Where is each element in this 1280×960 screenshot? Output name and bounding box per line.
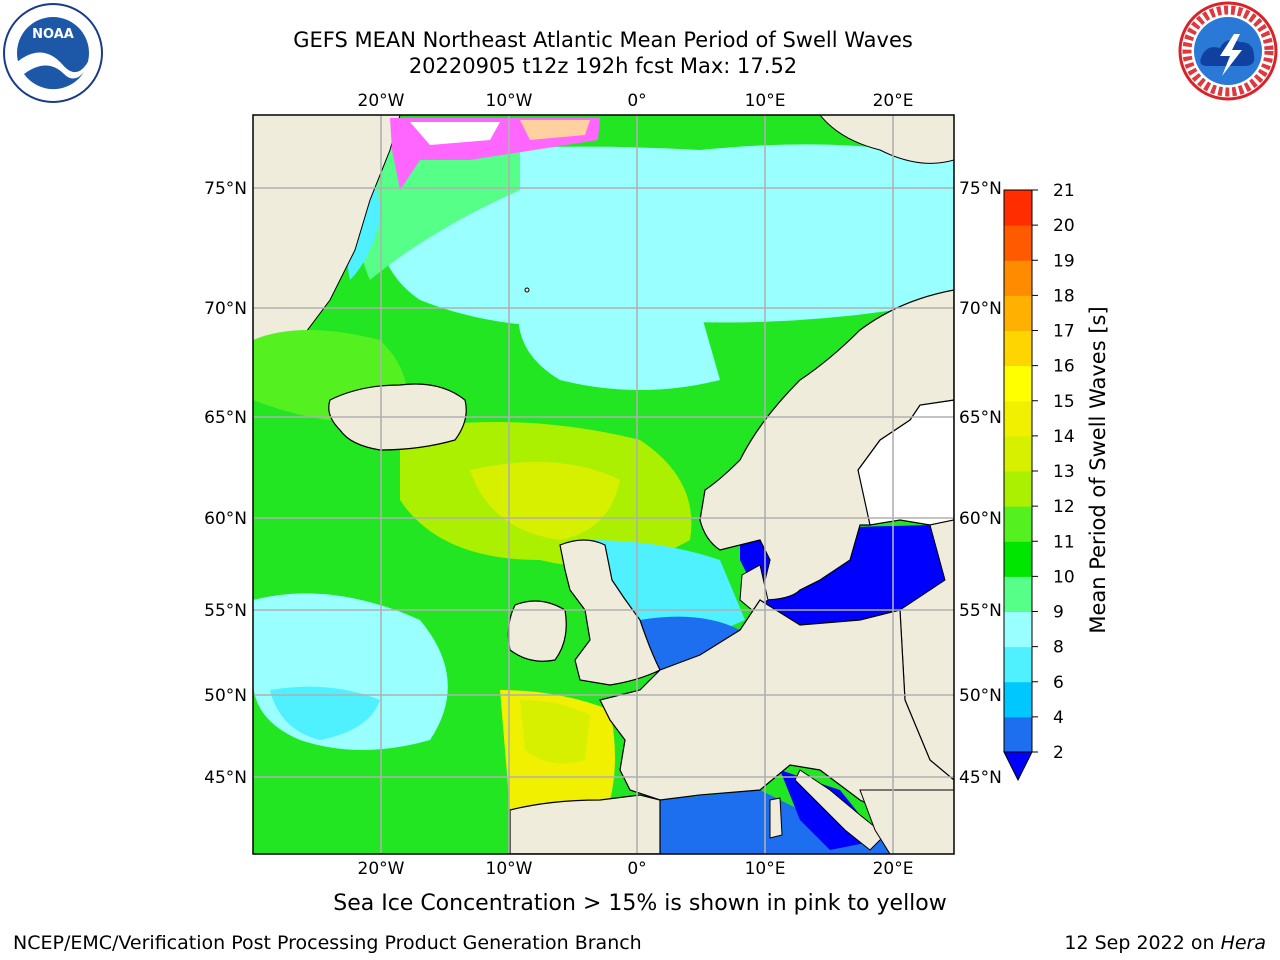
- lon-label-bottom: 20°E: [873, 859, 914, 879]
- lon-label-top: 0°: [627, 91, 646, 111]
- map-field: [253, 115, 954, 854]
- colorbar-tick-label: 13: [1053, 462, 1075, 482]
- lat-label-right: 45°N: [959, 768, 1002, 788]
- lon-label-bottom: 0°: [627, 859, 646, 879]
- colorbar-band: [1004, 400, 1032, 437]
- date-stamp: 12 Sep 2022 on Hera: [1064, 932, 1266, 954]
- lat-label-left: 75°N: [204, 179, 247, 199]
- lon-label-bottom: 10°E: [745, 859, 786, 879]
- graticule: [253, 115, 954, 854]
- colorbar-band: [1004, 260, 1032, 296]
- lat-label-right: 75°N: [959, 179, 1002, 199]
- lat-label-left: 45°N: [204, 768, 247, 788]
- colorbar-band: [1004, 471, 1032, 507]
- colorbar-band: [1004, 576, 1032, 612]
- colorbar-band: [1004, 295, 1032, 331]
- lat-label-left: 65°N: [204, 408, 247, 428]
- colorbar-tick-label: 4: [1053, 708, 1064, 728]
- lon-label-bottom: 10°W: [486, 859, 533, 879]
- lat-label-right: 60°N: [959, 509, 1002, 529]
- colorbar-tick-label: 15: [1053, 392, 1075, 412]
- sea-ice-note: Sea Ice Concentration > 15% is shown in …: [333, 891, 947, 916]
- lat-label-right: 70°N: [959, 299, 1002, 319]
- colorbar-label: Mean Period of Swell Waves [s]: [1086, 306, 1110, 633]
- colorbar-tick-label: 2: [1053, 743, 1064, 763]
- noaa-logo-text: NOAA: [32, 27, 74, 42]
- colorbar-band: [1004, 541, 1032, 577]
- colorbar-band: [1004, 681, 1032, 718]
- lat-label-left: 50°N: [204, 686, 247, 706]
- colorbar-band: [1004, 716, 1032, 753]
- map-frame: [252, 114, 955, 855]
- chart-subtitle: 20220905 t12z 192h fcst Max: 17.52: [408, 54, 798, 78]
- colorbar-tick-label: 14: [1053, 427, 1075, 447]
- machine-name: Hera: [1220, 932, 1266, 954]
- colorbar-tick-label: 17: [1053, 322, 1075, 342]
- colorbar-tick-label: 21: [1053, 181, 1075, 201]
- lon-label-top: 10°W: [486, 91, 533, 111]
- colorbar-tick-label: 9: [1053, 603, 1064, 623]
- lon-label-top: 20°E: [873, 91, 914, 111]
- colorbar-tick-label: 10: [1053, 567, 1075, 587]
- lat-label-right: 50°N: [959, 686, 1002, 706]
- colorbar-band: [1004, 190, 1032, 226]
- colorbar-tick-label: 6: [1053, 673, 1064, 693]
- colorbar-tick-label: 18: [1053, 286, 1075, 306]
- colorbar-band: [1004, 646, 1032, 683]
- lat-label-left: 60°N: [204, 509, 247, 529]
- colorbar-band: [1004, 365, 1032, 402]
- nws-logo: [1178, 1, 1278, 101]
- lat-label-left: 55°N: [204, 601, 247, 621]
- colorbar-tick-label: 8: [1053, 638, 1064, 658]
- lon-label-top: 20°W: [358, 91, 405, 111]
- chart-title: GEFS MEAN Northeast Atlantic Mean Period…: [293, 28, 913, 52]
- credit-text: NCEP/EMC/Verification Post Processing Pr…: [13, 932, 642, 954]
- colorbar-band: [1004, 506, 1032, 542]
- colorbar-under-arrow: [1003, 751, 1033, 782]
- colorbar-band: [1004, 330, 1032, 367]
- lat-label-left: 70°N: [204, 299, 247, 319]
- colorbar-tick-label: 12: [1053, 497, 1075, 517]
- colorbar-band: [1004, 225, 1032, 261]
- lon-label-top: 10°E: [745, 91, 786, 111]
- lon-label-bottom: 20°W: [358, 859, 405, 879]
- lat-label-right: 55°N: [959, 601, 1002, 621]
- date-text: 12 Sep 2022 on: [1064, 932, 1221, 954]
- colorbar: 2 4 6 8 9 10 11 12 13 14 15 16 17 18 19 20 21: [1003, 181, 1075, 782]
- colorbar-tick-label: 11: [1053, 532, 1075, 552]
- lat-label-right: 65°N: [959, 408, 1002, 428]
- colorbar-band: [1004, 435, 1032, 472]
- colorbar-tick-label: 16: [1053, 357, 1075, 377]
- colorbar-band: [1004, 611, 1032, 648]
- colorbar-tick-label: 19: [1053, 251, 1075, 271]
- noaa-logo: NOAA: [3, 3, 103, 103]
- colorbar-tick-label: 20: [1053, 216, 1075, 236]
